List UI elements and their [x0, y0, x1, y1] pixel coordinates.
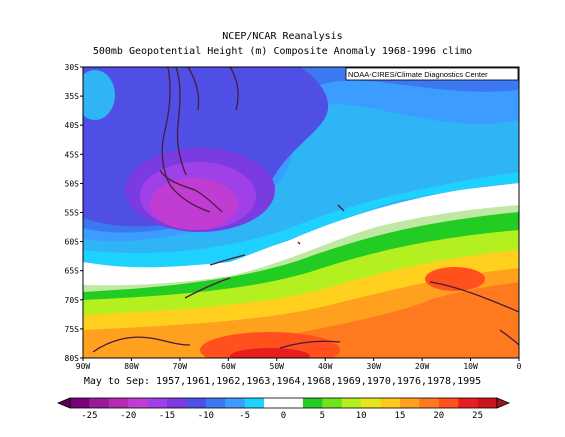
y-tick-label: 65S: [65, 267, 80, 276]
colorbar-swatch: [419, 398, 440, 408]
colorbar-swatch: [458, 398, 478, 408]
colorbar-tick-label: 0: [281, 411, 286, 421]
colorbar-swatch: [361, 398, 381, 408]
y-tick-label: 60S: [65, 238, 80, 247]
colorbar-swatch: [283, 398, 304, 408]
colorbar-swatch: [264, 398, 284, 408]
colorbar-min-arrow: [56, 397, 71, 409]
colorbar-tick-label: -10: [198, 411, 214, 421]
x-tick-label: 40W: [318, 362, 333, 371]
y-tick-label: 80S: [65, 354, 80, 363]
y-tick-label: 50S: [65, 179, 80, 188]
y-tick-label: 55S: [65, 209, 80, 218]
y-axis: 30S 35S 40S 45S 50S 55S 60S 65S 70S 75S 80S: [65, 63, 83, 363]
colorbar-swatch: [438, 398, 459, 408]
colorbar-swatch: [341, 398, 362, 408]
x-tick-label: 70W: [173, 362, 188, 371]
y-tick-label: 45S: [65, 150, 80, 159]
x-tick-label: 20W: [415, 362, 430, 371]
colorbar-tick-label: -5: [239, 411, 250, 421]
colorbar-swatch: [167, 398, 187, 408]
colorbar-swatch: [380, 398, 401, 408]
colorbar-tick-label: 25: [472, 411, 483, 421]
colorbar-swatch: [322, 398, 343, 408]
colorbar-swatch: [302, 398, 323, 408]
colorbar: -25 -20 -15 -10 -5 0 5 10 15 20 25: [56, 397, 511, 421]
colorbar-tick-label: 20: [433, 411, 444, 421]
chart-title: NCEP/NCAR Reanalysis: [222, 31, 343, 42]
colorbar-swatch: [147, 398, 168, 408]
colorbar-swatch: [205, 398, 226, 408]
y-tick-label: 70S: [65, 296, 80, 305]
y-tick-label: 30S: [65, 63, 80, 72]
x-tick-label: 90W: [76, 362, 91, 371]
chart-subtitle: 500mb Geopotential Height (m) Composite …: [92, 46, 473, 57]
anomaly-field: [83, 67, 519, 358]
colorbar-swatch: [225, 398, 245, 408]
colorbar-swatch: [108, 398, 129, 408]
colorbar-swatch: [70, 398, 90, 408]
colorbar-swatch: [399, 398, 420, 408]
colorbar-swatch: [244, 398, 265, 408]
x-tick-label: 80W: [124, 362, 139, 371]
colorbar-swatch: [128, 398, 148, 408]
x-tick-label: 50W: [270, 362, 285, 371]
y-tick-label: 75S: [65, 325, 80, 334]
colorbar-tick-label: 10: [356, 411, 367, 421]
colorbar-swatch: [186, 398, 207, 408]
colorbar-swatch: [477, 398, 498, 408]
coastlines: [92, 67, 519, 353]
colorbar-max-arrow: [496, 397, 511, 409]
credit-box: [345, 67, 519, 81]
colorbar-tick-label: 15: [395, 411, 406, 421]
y-tick-label: 40S: [65, 121, 80, 130]
colorbar-swatch: [89, 398, 110, 408]
x-tick-label: 0: [517, 362, 522, 371]
chart-caption: May to Sep: 1957,1961,1962,1963,1964,196…: [83, 376, 482, 387]
colorbar-tick-label: -15: [159, 411, 175, 421]
x-tick-label: 10W: [463, 362, 478, 371]
colorbar-tick-label: 5: [320, 411, 325, 421]
x-tick-label: 30W: [366, 362, 381, 371]
credit-text: NOAA-CIRES/Climate Diagnostics Center: [348, 70, 488, 79]
x-tick-label: 60W: [221, 362, 236, 371]
y-tick-label: 35S: [65, 92, 80, 101]
colorbar-tick-label: -25: [81, 411, 97, 421]
colorbar-tick-label: -20: [120, 411, 136, 421]
x-axis: 90W 80W 70W 60W 50W 40W 30W 20W 10W 0: [76, 358, 522, 371]
